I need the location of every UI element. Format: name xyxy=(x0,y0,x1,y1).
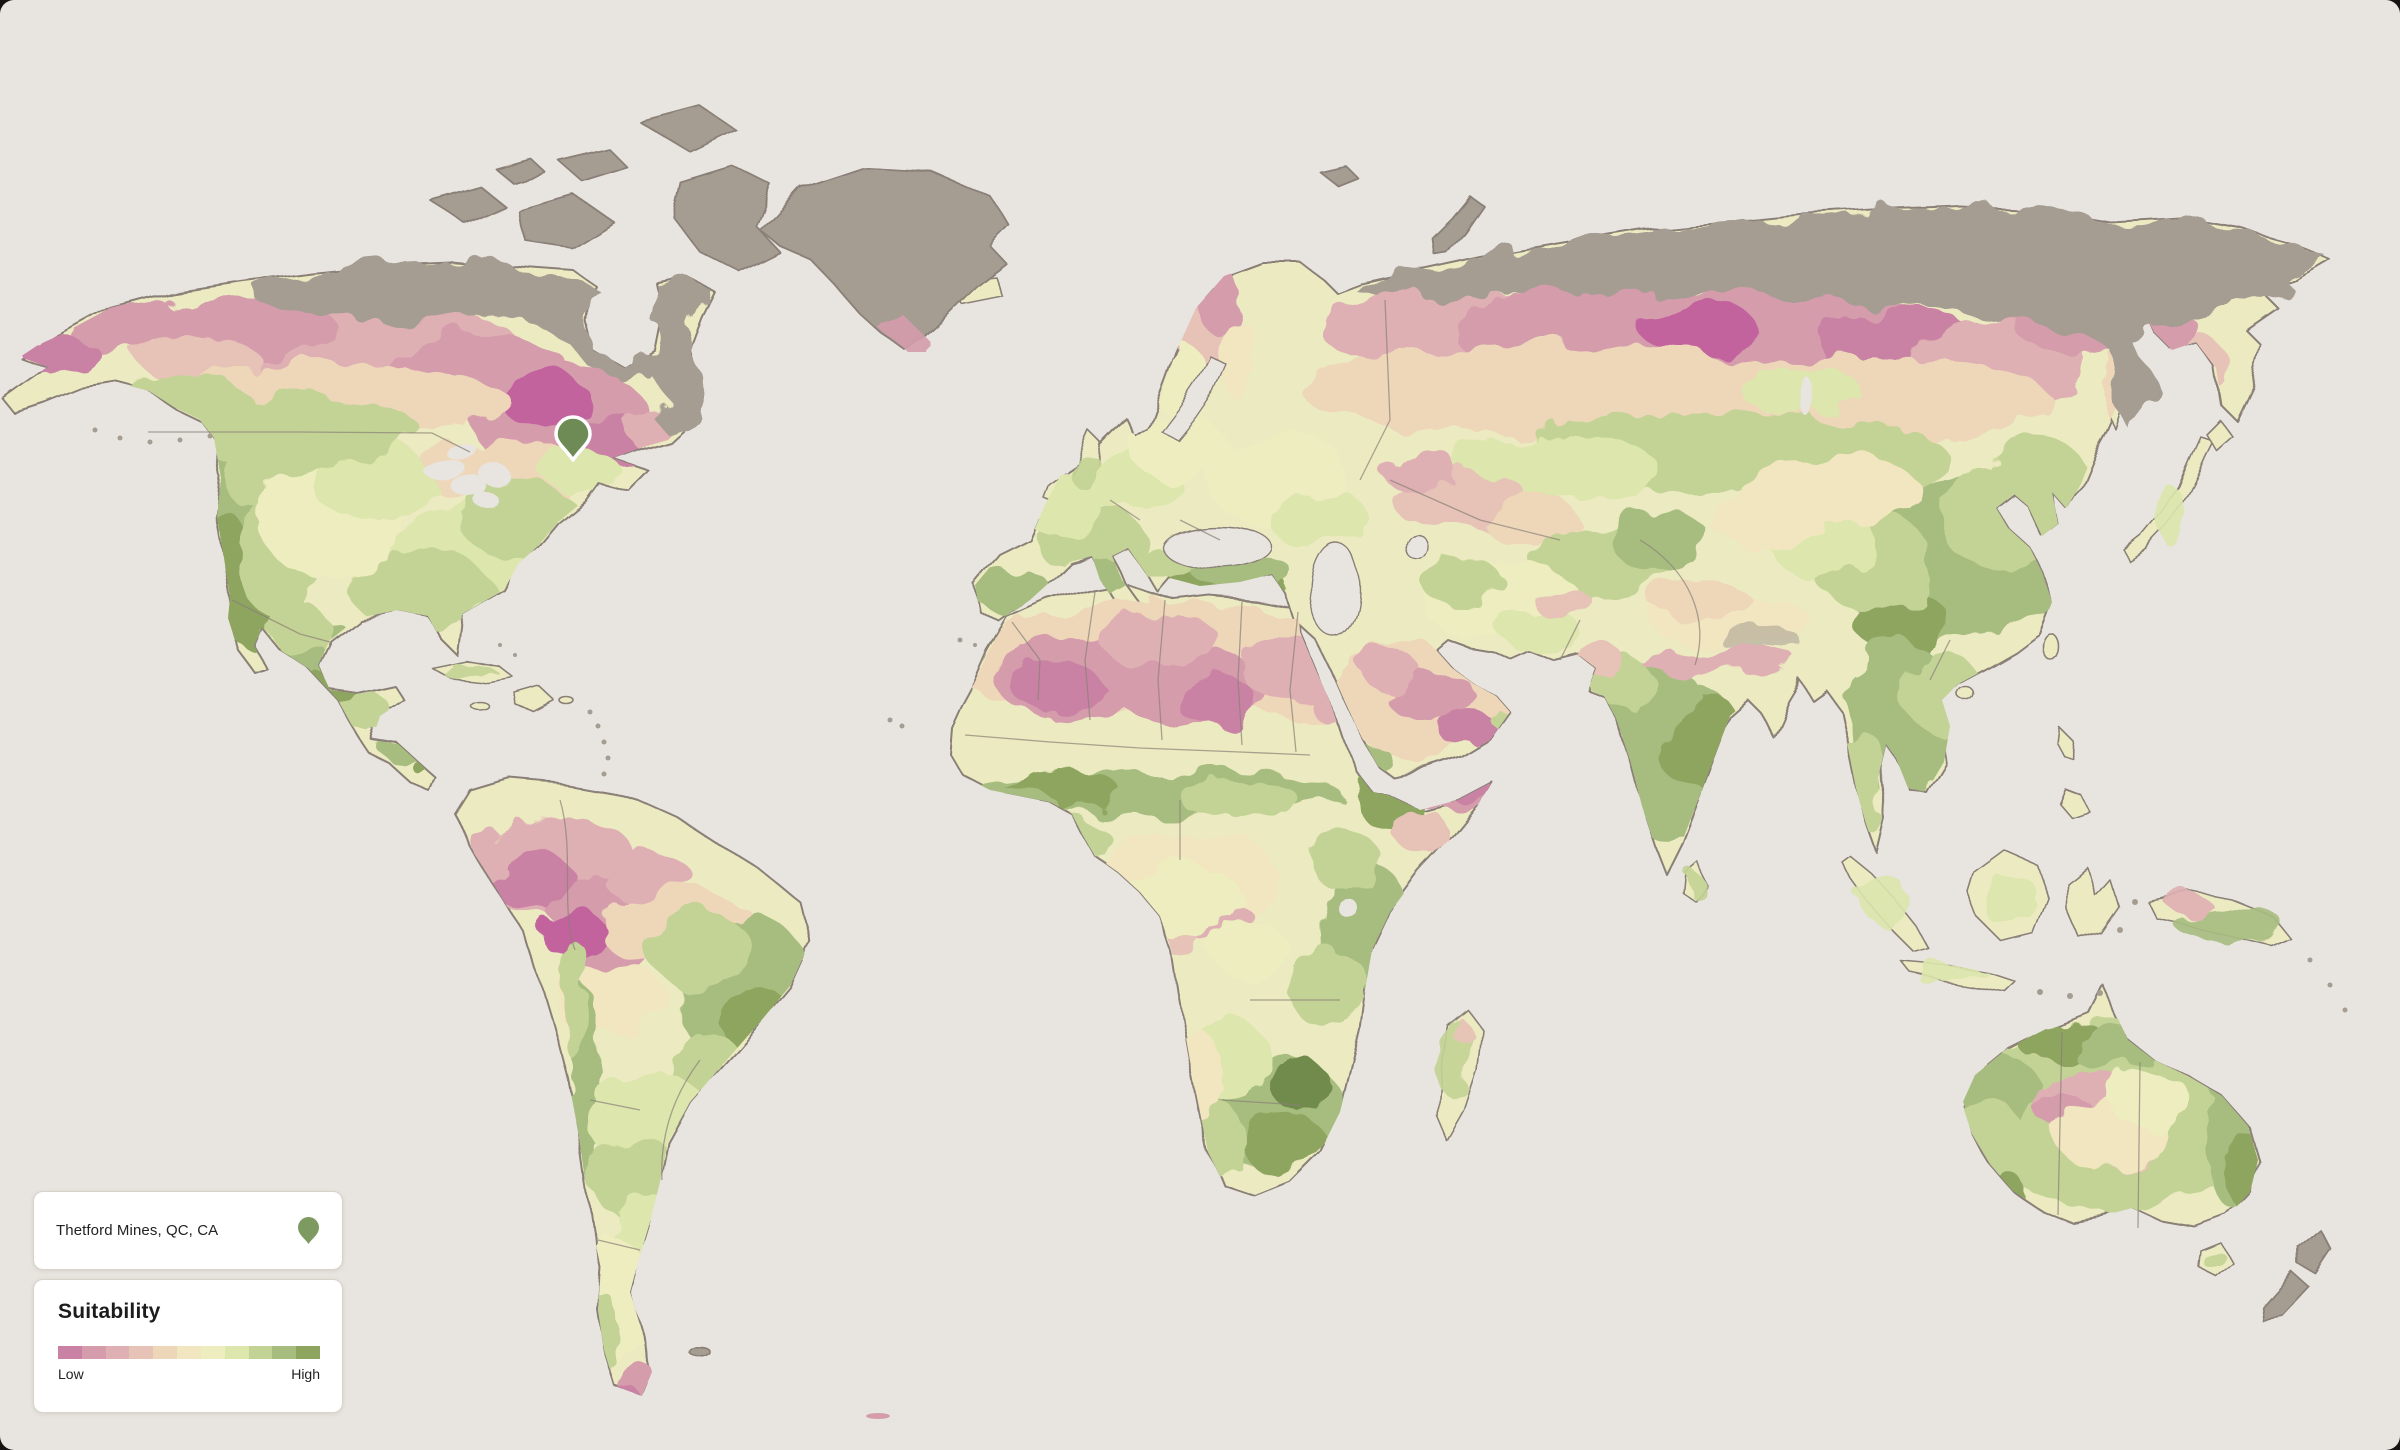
legend-high-label: High xyxy=(291,1366,320,1382)
country-borders xyxy=(148,299,2141,1251)
black-sea xyxy=(1162,526,1274,570)
no-data-arctic-island xyxy=(639,105,737,153)
island-sulawesi xyxy=(2065,865,2117,937)
lake-baikal xyxy=(1799,375,1811,415)
legend-ramp-segment xyxy=(272,1346,297,1359)
legend-ramp-segment xyxy=(153,1346,178,1359)
great-lake xyxy=(483,467,513,489)
inland-seas xyxy=(423,355,1811,914)
lake-victoria xyxy=(1335,896,1355,914)
baltic-sea xyxy=(1160,355,1227,441)
no-data-arctic-island xyxy=(494,157,546,183)
island-taiwan xyxy=(2043,634,2061,662)
no-data-arctic-island xyxy=(559,149,631,185)
island-hainan xyxy=(1957,686,1975,702)
island-mindanao xyxy=(2059,789,2091,819)
map-pin-icon xyxy=(298,1217,319,1244)
legend-ramp-segment xyxy=(200,1346,225,1359)
suitability-eurasia xyxy=(975,260,2230,840)
aral-sea xyxy=(1403,531,1427,559)
suitability-australia xyxy=(1962,1018,2258,1215)
legend-low-label: Low xyxy=(58,1366,84,1382)
no-data-baffin-island xyxy=(671,165,781,273)
island-luzon xyxy=(2055,725,2077,763)
no-data-regions xyxy=(250,105,2331,1358)
legend-ramp-segment xyxy=(177,1346,201,1359)
no-data-arctic-canada xyxy=(250,263,714,437)
island-hispaniola xyxy=(514,686,554,711)
caspian-sea xyxy=(1309,541,1361,639)
no-data-arctic-island xyxy=(519,195,613,247)
suitability-legend: Suitability Low High xyxy=(33,1279,343,1413)
no-data-falklands xyxy=(689,1346,711,1358)
legend-ramp-segment xyxy=(105,1346,130,1359)
no-data-novaya-zemlya xyxy=(1431,195,1483,255)
legend-title: Suitability xyxy=(58,1300,161,1323)
legend-ramp-segment xyxy=(224,1346,249,1359)
legend-ramp-segment xyxy=(248,1346,273,1359)
map-marker-pin[interactable] xyxy=(554,415,592,462)
island-puerto-rico xyxy=(558,695,574,705)
island-dots xyxy=(92,427,2348,1419)
no-data-new-zealand-north xyxy=(2297,1227,2331,1273)
great-lake xyxy=(451,478,489,496)
great-lake xyxy=(445,444,479,460)
no-data-siberia xyxy=(1350,208,2330,430)
no-data-new-zealand-south xyxy=(2259,1271,2309,1319)
island-tints xyxy=(442,448,2285,1270)
no-data-arctic-island xyxy=(429,185,506,225)
legend-color-ramp xyxy=(58,1346,320,1359)
no-data-greenland xyxy=(759,165,1011,351)
legend-ramp-segment xyxy=(296,1346,320,1359)
island-hokkaido xyxy=(2205,419,2233,451)
greenland-south-fringe xyxy=(880,318,925,348)
legend-ramp-segment xyxy=(129,1346,154,1359)
location-card[interactable]: Thetford Mines, QC, CA xyxy=(33,1191,343,1270)
location-label: Thetford Mines, QC, CA xyxy=(56,1222,219,1239)
great-lake xyxy=(473,493,499,507)
no-data-svalbard xyxy=(1317,163,1357,185)
great-lake xyxy=(423,459,467,481)
legend-ramp-segment xyxy=(81,1346,106,1359)
legend-ramp-segment xyxy=(58,1346,82,1359)
island-jamaica xyxy=(470,701,490,711)
